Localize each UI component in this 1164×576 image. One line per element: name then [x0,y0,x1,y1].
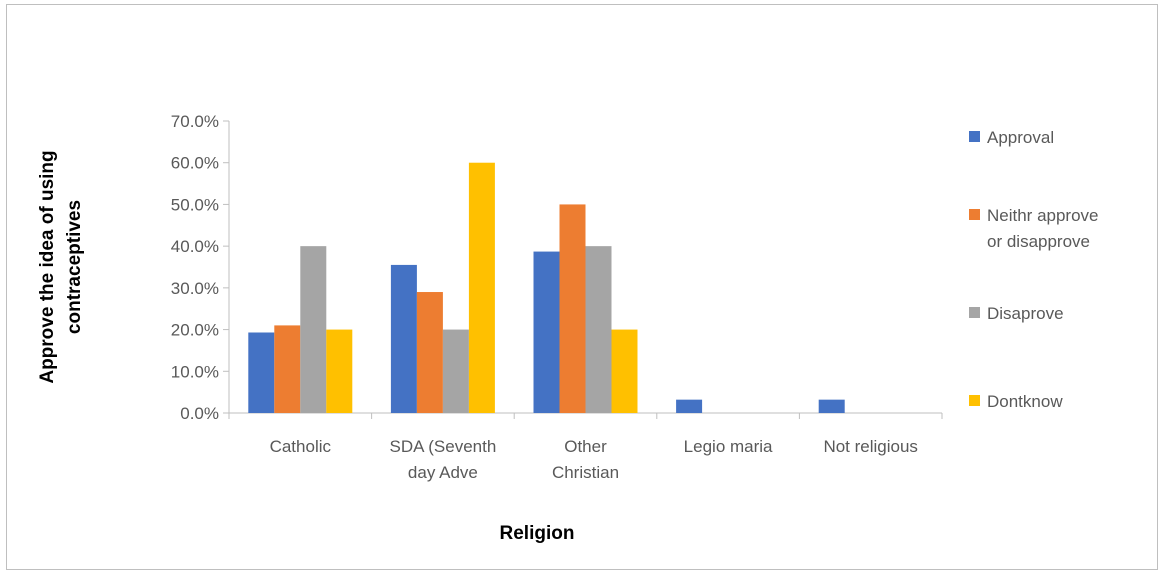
y-tick-label: 50.0% [171,195,219,214]
legend-label: Approval [987,128,1054,147]
bar [390,264,417,413]
y-axis-title: Approve the idea of using contraceptives [37,150,85,383]
y-tick-label: 30.0% [171,279,219,298]
legend-label: or disapprove [987,232,1090,251]
y-tick-label: 70.0% [171,112,219,131]
bar [533,251,560,413]
x-tick-label: Not religious [823,437,918,456]
bar [326,329,353,413]
bar [468,162,495,413]
y-tick-label: 10.0% [171,362,219,381]
legend-swatch [969,395,980,406]
x-tick-label: Catholic [270,437,332,456]
bar [274,325,301,413]
bar [676,399,703,413]
y-tick-label: 0.0% [180,404,219,423]
legend-label: Disaprove [987,304,1064,323]
x-tick-label: Other [564,437,607,456]
bar [442,329,469,413]
bar [818,399,845,413]
category-labels: Catholic SDA (Seventh day Adve Other Christi… [270,437,918,482]
legend-swatch [969,209,980,220]
x-tick-label: day Adve [408,463,478,482]
x-tick-label: Christian [552,463,619,482]
y-axis-title-line: Approve the idea of using [37,150,58,383]
y-tick-label: 60.0% [171,154,219,173]
x-tick-label: SDA (Seventh [390,437,497,456]
bars [248,162,845,413]
x-tick-label: Legio maria [684,437,773,456]
bar [248,332,275,413]
y-axis-ticks: 0.0% 10.0% 20.0% 30.0% 40.0% 50.0% 60.0% 70.0% [171,112,219,423]
legend-swatch [969,131,980,142]
bar [416,292,443,413]
x-axis-title: Religion [500,523,575,544]
y-tick-label: 20.0% [171,321,219,340]
legend-label: Dontknow [987,392,1063,411]
bar [585,246,612,413]
bar [559,204,586,413]
legend-swatch [969,307,980,318]
bar [611,329,638,413]
legend-label: Neithr approve [987,206,1099,225]
legend: Approval Neithr approve or disapprove Disap… [969,128,1099,411]
y-axis-title-line: contraceptives [64,200,85,334]
bar [300,246,327,413]
y-tick-label: 40.0% [171,237,219,256]
